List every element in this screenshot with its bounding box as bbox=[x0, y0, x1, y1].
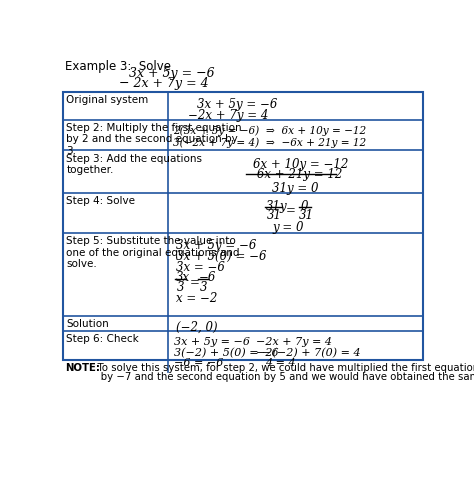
Text: 3x: 3x bbox=[175, 271, 190, 284]
Text: 6x + 10y = −12: 6x + 10y = −12 bbox=[253, 157, 348, 170]
Text: Example 3:  Solve: Example 3: Solve bbox=[64, 60, 171, 73]
Text: 3x + 5y = −6: 3x + 5y = −6 bbox=[175, 239, 256, 252]
Text: −6x + 21y = 12: −6x + 21y = 12 bbox=[247, 168, 343, 181]
Text: 4 = 4: 4 = 4 bbox=[265, 358, 296, 368]
Text: =: = bbox=[286, 203, 296, 216]
Text: 3: 3 bbox=[201, 280, 208, 293]
Text: −6 = −6: −6 = −6 bbox=[174, 358, 223, 368]
Text: −2x + 7y = 4: −2x + 7y = 4 bbox=[188, 109, 268, 122]
Text: 3x + 5(0) = −6: 3x + 5(0) = −6 bbox=[175, 249, 266, 262]
Text: Step 2: Multiply the first equation
by 2 and the second equation by
3.: Step 2: Multiply the first equation by 2… bbox=[66, 122, 242, 156]
Text: Step 6: Check: Step 6: Check bbox=[66, 333, 139, 343]
Text: by −7 and the second equation by 5 and we would have obtained the same result.: by −7 and the second equation by 5 and w… bbox=[64, 371, 474, 381]
Text: 31y: 31y bbox=[266, 199, 287, 212]
Text: Solution: Solution bbox=[66, 318, 109, 329]
Text: 3x + 5y = −6: 3x + 5y = −6 bbox=[197, 98, 278, 111]
Text: 31: 31 bbox=[299, 209, 314, 222]
Text: 3(−2x + 7y = 4)  ⇒  −6x + 21y = 12: 3(−2x + 7y = 4) ⇒ −6x + 21y = 12 bbox=[173, 137, 366, 148]
Bar bbox=[63, 92, 423, 360]
Text: (−2, 0): (−2, 0) bbox=[175, 320, 217, 333]
Text: 31: 31 bbox=[267, 209, 283, 222]
Text: =: = bbox=[190, 275, 200, 288]
Text: Step 5: Substitute the value into
one of the original equations and
solve.: Step 5: Substitute the value into one of… bbox=[66, 236, 240, 269]
Text: −6: −6 bbox=[199, 271, 216, 284]
Text: Step 3: Add the equations
together.: Step 3: Add the equations together. bbox=[66, 153, 202, 175]
Text: 3x + 5y = −6: 3x + 5y = −6 bbox=[174, 336, 250, 346]
Text: 31y = 0: 31y = 0 bbox=[272, 182, 319, 195]
Text: −2(−2) + 7(0) = 4: −2(−2) + 7(0) = 4 bbox=[256, 347, 361, 357]
Text: y = 0: y = 0 bbox=[272, 220, 303, 233]
Text: Original system: Original system bbox=[66, 95, 148, 105]
Text: − 2x + 7y = 4: − 2x + 7y = 4 bbox=[119, 76, 209, 90]
Text: 3: 3 bbox=[177, 280, 184, 293]
Text: −2x + 7y = 4: −2x + 7y = 4 bbox=[256, 336, 332, 346]
Text: x = −2: x = −2 bbox=[175, 291, 217, 304]
Text: To solve this system, for step 2, we could have multiplied the first equation: To solve this system, for step 2, we cou… bbox=[91, 363, 474, 372]
Text: 3x = −6: 3x = −6 bbox=[175, 260, 224, 273]
Text: Step 4: Solve: Step 4: Solve bbox=[66, 196, 135, 206]
Text: 3x + 5y = −6: 3x + 5y = −6 bbox=[129, 67, 215, 80]
Text: 2(3x + 5y = −6)  ⇒  6x + 10y = −12: 2(3x + 5y = −6) ⇒ 6x + 10y = −12 bbox=[173, 125, 366, 136]
Text: NOTE:: NOTE: bbox=[64, 363, 100, 372]
Text: 3(−2) + 5(0) = −6: 3(−2) + 5(0) = −6 bbox=[174, 347, 279, 357]
Text: 0: 0 bbox=[301, 199, 308, 212]
